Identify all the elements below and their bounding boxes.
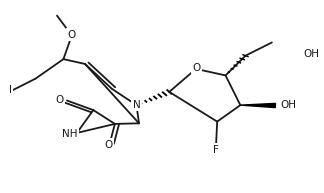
Text: O: O bbox=[55, 95, 64, 105]
Text: OH: OH bbox=[281, 100, 296, 110]
Text: F: F bbox=[213, 145, 219, 155]
Text: NH: NH bbox=[62, 129, 78, 139]
Text: O: O bbox=[193, 63, 201, 73]
Text: OH: OH bbox=[303, 49, 319, 59]
Text: O: O bbox=[68, 30, 76, 40]
Text: O: O bbox=[104, 140, 112, 150]
Text: N: N bbox=[133, 100, 140, 110]
Text: I: I bbox=[9, 85, 12, 95]
Polygon shape bbox=[240, 103, 275, 108]
